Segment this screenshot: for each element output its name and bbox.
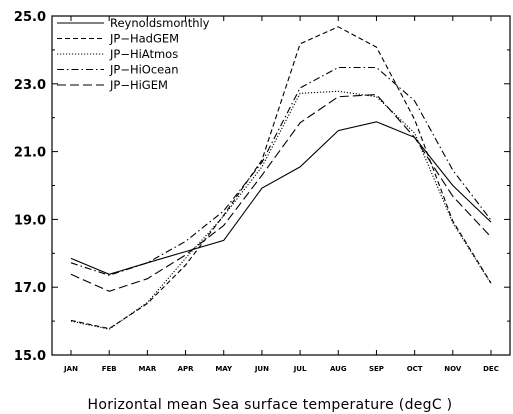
x-tick-label: DEC bbox=[483, 365, 499, 373]
x-tick-label: NOV bbox=[444, 365, 462, 373]
x-tick-label: JUN bbox=[254, 365, 269, 373]
x-tick-label: SEP bbox=[369, 365, 384, 373]
y-tick-label: 25.0 bbox=[14, 10, 46, 25]
x-tick-label: MAY bbox=[215, 365, 233, 373]
legend-label: JP−HiOcean bbox=[109, 63, 179, 77]
x-axis-ticks: JAN FEB MAR APR MAY JUN JUL AUG SEP OCT NOV DEC bbox=[63, 16, 499, 373]
series-line-3 bbox=[70, 66, 492, 276]
x-tick-label: MAR bbox=[138, 365, 156, 373]
y-tick-label: 23.0 bbox=[14, 78, 46, 93]
series-lines bbox=[70, 26, 492, 330]
legend-label: JP−HadGEM bbox=[109, 32, 179, 46]
legend-label: JP−HiGEM bbox=[109, 78, 168, 92]
y-tick-label: 17.0 bbox=[14, 281, 46, 296]
x-tick-label: APR bbox=[178, 365, 195, 373]
x-axis-caption: Horizontal mean Sea surface temperature … bbox=[88, 397, 453, 413]
x-tick-label: JAN bbox=[63, 365, 78, 373]
series-line-1 bbox=[70, 26, 492, 330]
legend-label: JP−HiAtmos bbox=[109, 47, 178, 61]
series-line-0 bbox=[70, 121, 492, 275]
x-tick-label: OCT bbox=[407, 365, 423, 373]
legend-label: Reynoldsmonthly bbox=[110, 16, 210, 30]
y-tick-label: 15.0 bbox=[14, 349, 46, 364]
y-axis-ticks: 15.0 17.0 19.0 21.0 23.0 25.0 bbox=[14, 10, 510, 364]
series-line-2 bbox=[70, 90, 492, 330]
x-tick-label: FEB bbox=[102, 365, 117, 373]
series-line-4 bbox=[70, 94, 492, 292]
x-tick-label: JUL bbox=[293, 365, 307, 373]
x-tick-label: AUG bbox=[330, 365, 347, 373]
y-tick-label: 19.0 bbox=[14, 213, 46, 228]
y-tick-label: 21.0 bbox=[14, 146, 46, 161]
